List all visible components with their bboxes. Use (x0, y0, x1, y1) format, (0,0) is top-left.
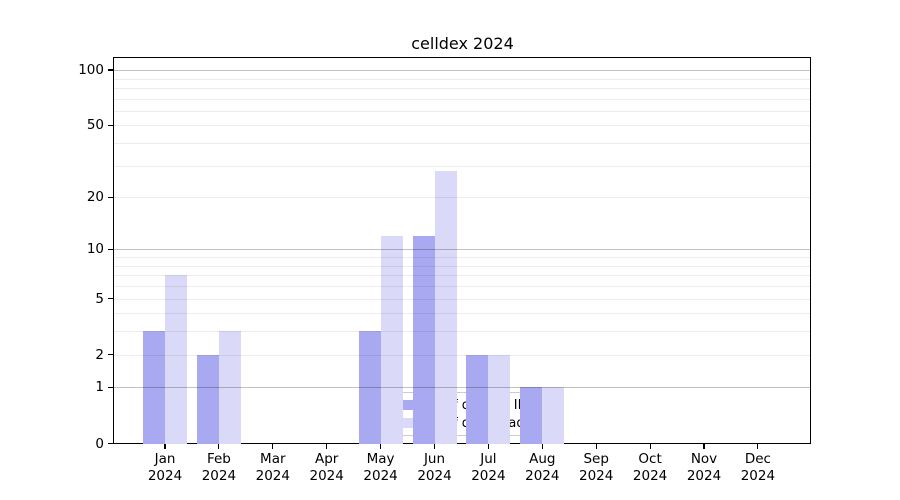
gridline-3 (114, 331, 811, 333)
gridline-10 (114, 249, 811, 251)
x-tick-may (380, 444, 382, 449)
x-tick-label-oct: Oct 2024 (632, 451, 668, 484)
y-tick-100 (108, 69, 114, 71)
y-tick-label-50: 50 (86, 117, 104, 134)
bar-downloads-may (380, 235, 403, 444)
x-tick-nov (703, 444, 705, 449)
bar-downloads-feb (218, 331, 241, 444)
x-tick-jul (487, 444, 489, 449)
x-tick-label-nov: Nov 2024 (686, 451, 722, 484)
y-tick-10 (108, 248, 114, 251)
bar-distinct-ips-aug (520, 387, 543, 444)
gridline-7 (114, 275, 811, 277)
x-tick-aug (541, 444, 543, 449)
gridline-8 (114, 265, 811, 267)
bar-distinct-ips-feb (196, 354, 219, 444)
x-tick-sep (595, 444, 597, 449)
x-tick-label-feb: Feb 2024 (201, 451, 237, 484)
gridline-4 (114, 313, 811, 315)
bar-distinct-ips-jun (412, 235, 435, 444)
gridline-30 (114, 165, 811, 167)
x-tick-apr (326, 444, 328, 449)
bar-downloads-jun (434, 171, 457, 444)
y-tick-5 (108, 297, 114, 300)
bar-distinct-ips-jan (143, 331, 165, 444)
x-tick-feb (218, 444, 220, 449)
x-tick-label-jun: Jun 2024 (417, 451, 452, 484)
x-tick-mar (272, 444, 274, 449)
bar-downloads-jul (488, 354, 511, 444)
x-tick-oct (649, 444, 651, 449)
gridline-60 (114, 110, 811, 112)
x-tick-label-mar: Mar 2024 (255, 451, 290, 484)
bar-downloads-aug (542, 387, 565, 444)
chart-title: celldex 2024 (411, 34, 514, 53)
gridline-1 (114, 387, 811, 389)
y-tick-1 (108, 386, 114, 388)
gridline-100 (114, 70, 811, 72)
y-tick-label-10: 10 (86, 241, 104, 258)
y-tick-0 (108, 442, 114, 445)
x-tick-dec (757, 444, 759, 449)
x-tick-jan (164, 444, 166, 449)
y-tick-label-20: 20 (86, 189, 104, 206)
x-tick-label-jan: Jan 2024 (147, 451, 183, 484)
x-tick-label-apr: Apr 2024 (309, 451, 344, 484)
plot-area (114, 58, 811, 444)
gridline-2 (114, 354, 811, 356)
y-tick-20 (108, 196, 114, 198)
gridline-5 (114, 298, 811, 300)
y-tick-2 (108, 354, 114, 356)
gridline-9 (114, 257, 811, 259)
bar-downloads-jan (165, 275, 187, 444)
y-tick-label-0: 0 (95, 435, 104, 452)
x-tick-label-sep: Sep 2024 (579, 451, 614, 484)
x-tick-label-dec: Dec 2024 (740, 451, 776, 484)
gridline-90 (114, 78, 811, 80)
gridline-80 (114, 87, 811, 89)
gridline-6 (114, 286, 811, 288)
x-tick-label-jul: Jul 2024 (471, 451, 506, 484)
y-tick-label-2: 2 (95, 346, 104, 363)
y-tick-label-1: 1 (95, 379, 104, 396)
x-tick-label-aug: Aug 2024 (525, 451, 560, 484)
x-tick-jun (433, 444, 436, 449)
y-tick-label-5: 5 (95, 290, 104, 307)
x-tick-label-may: May 2024 (363, 451, 398, 484)
y-tick-50 (108, 124, 114, 126)
bar-distinct-ips-jul (466, 354, 489, 444)
gridline-40 (114, 143, 811, 145)
bar-distinct-ips-may (358, 331, 381, 444)
gridline-50 (114, 125, 811, 127)
gridline-70 (114, 98, 811, 100)
gridline-20 (114, 197, 811, 199)
y-tick-label-100: 100 (78, 62, 104, 79)
